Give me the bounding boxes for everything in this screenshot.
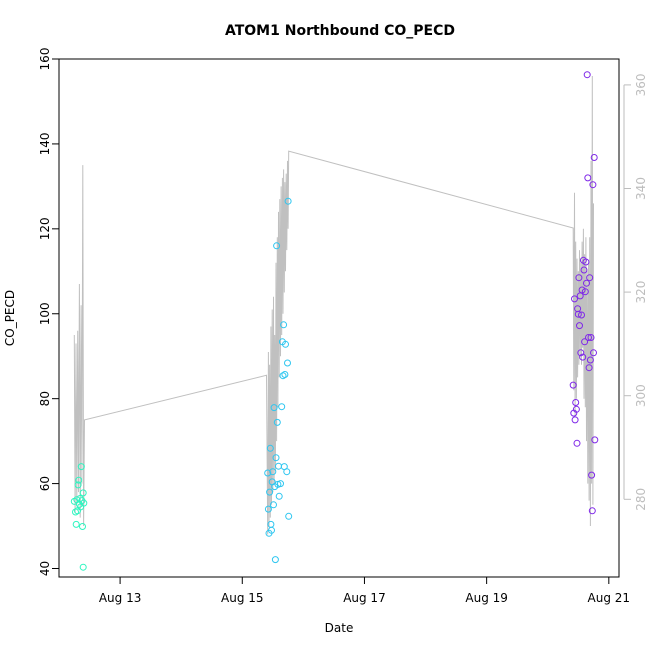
data-point <box>273 418 281 426</box>
data-point <box>585 364 593 372</box>
x-tick-label: Aug 21 <box>588 591 631 605</box>
y-axis: 40 60 80 100 120 140 160 <box>38 48 59 576</box>
y-tick-label: 40 <box>38 561 52 576</box>
data-point <box>572 405 580 413</box>
x-tick-label: Aug 13 <box>99 591 142 605</box>
data-point <box>573 439 581 447</box>
data-point <box>583 71 591 79</box>
data-point <box>587 334 595 341</box>
y-tick-label: 140 <box>38 132 52 155</box>
data-point <box>571 295 578 303</box>
secondary-y-axis: 280 300 320 340 360 <box>623 73 648 511</box>
data-point <box>586 274 594 282</box>
data-point <box>588 507 596 515</box>
data-point <box>284 359 291 367</box>
chart-title: ATOM1 Northbound CO_PECD <box>225 23 455 39</box>
data-point <box>574 310 582 318</box>
secondary-y-tick-label: 360 <box>634 73 648 96</box>
data-point <box>583 279 590 287</box>
trace-line-layer <box>73 75 594 535</box>
data-point <box>278 403 286 411</box>
data-point <box>266 444 274 452</box>
data-point <box>279 372 287 380</box>
data-point <box>578 311 585 319</box>
y-tick-label: 120 <box>38 217 52 240</box>
data-point <box>272 454 280 462</box>
data-point <box>281 371 289 378</box>
data-point <box>590 154 598 161</box>
data-point <box>270 501 277 509</box>
data-point <box>283 468 291 476</box>
y-tick-label: 100 <box>38 302 52 325</box>
data-point <box>571 416 579 424</box>
data-point <box>591 436 599 444</box>
plot-box <box>58 58 620 578</box>
data-point <box>575 274 583 282</box>
data-point <box>273 242 281 250</box>
data-point <box>284 197 292 205</box>
data-point <box>264 505 272 513</box>
data-point <box>569 381 577 389</box>
data-point <box>579 353 587 361</box>
points-layer <box>70 71 599 571</box>
data-point <box>76 495 84 502</box>
data-point <box>282 340 289 348</box>
data-point <box>572 399 580 406</box>
data-point <box>264 469 272 477</box>
secondary-y-tick-label: 340 <box>634 177 648 200</box>
x-tick-label: Aug 15 <box>221 591 264 605</box>
secondary-y-tick-label: 300 <box>634 384 648 407</box>
data-point <box>277 480 284 488</box>
data-point <box>270 404 278 412</box>
data-point <box>588 471 596 479</box>
secondary-y-tick-label: 280 <box>634 488 648 511</box>
data-point <box>74 481 82 489</box>
x-tick-label: Aug 17 <box>343 591 386 605</box>
trace-line <box>73 75 594 535</box>
data-point <box>79 563 87 571</box>
x-axis: Aug 13 Aug 15 Aug 17 Aug 19 Aug 21 <box>99 577 630 605</box>
data-point <box>275 492 283 500</box>
data-point <box>271 556 279 564</box>
data-point <box>582 258 590 266</box>
y-tick-label: 60 <box>38 476 52 491</box>
data-point <box>577 349 585 357</box>
data-point <box>80 499 88 507</box>
data-point <box>77 463 85 471</box>
y-tick-label: 160 <box>38 48 52 71</box>
data-point <box>269 468 277 476</box>
data-point <box>268 526 275 534</box>
data-point <box>584 174 592 182</box>
y-tick-label: 80 <box>38 391 52 406</box>
data-point <box>75 476 83 484</box>
data-point <box>585 334 592 341</box>
secondary-y-tick-label: 320 <box>634 281 648 304</box>
data-point <box>581 338 589 346</box>
data-point <box>79 523 86 530</box>
data-point <box>72 520 80 528</box>
data-point <box>580 266 588 274</box>
data-point <box>581 288 589 296</box>
data-point <box>266 488 274 496</box>
data-point <box>79 489 87 497</box>
data-point <box>576 322 583 330</box>
y-axis-label: CO_PECD <box>3 290 17 346</box>
data-point <box>285 512 293 520</box>
data-point <box>280 321 288 329</box>
data-point <box>586 356 594 364</box>
data-point <box>589 181 597 189</box>
x-tick-label: Aug 19 <box>465 591 508 605</box>
data-point <box>590 349 597 357</box>
x-axis-label: Date <box>325 621 354 635</box>
data-point <box>275 462 282 470</box>
